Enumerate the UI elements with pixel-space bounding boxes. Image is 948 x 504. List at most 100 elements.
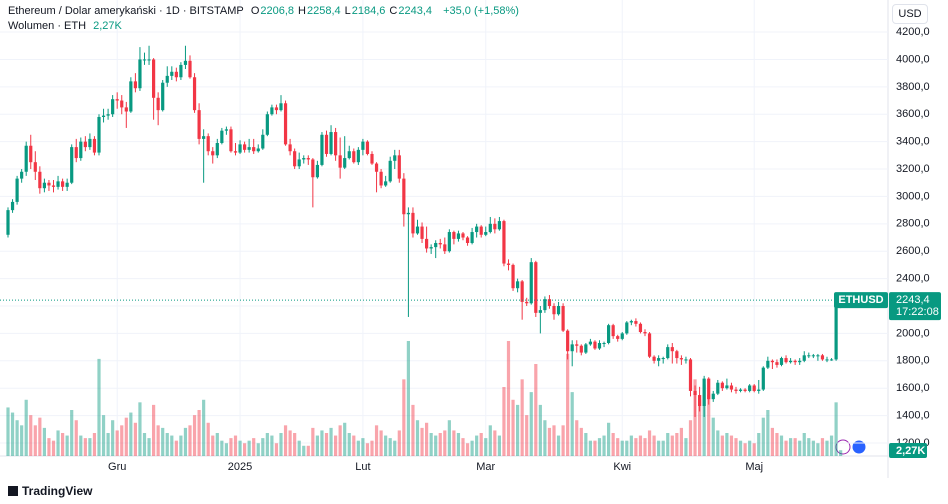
volume-bar	[443, 430, 447, 456]
candle-body	[620, 333, 624, 339]
candle-body	[33, 162, 37, 172]
volume-bar	[101, 415, 106, 456]
volume-bar	[543, 420, 547, 456]
volume-bar	[470, 440, 474, 456]
volume-bar	[534, 364, 538, 456]
candle-body	[434, 242, 438, 248]
candle-body	[693, 390, 697, 396]
y-tick-label: 3800,0	[896, 81, 930, 93]
volume-bar	[106, 433, 110, 456]
volume-bar	[575, 420, 579, 456]
candle-body	[293, 151, 297, 167]
candle-body	[729, 385, 734, 390]
candle-body	[547, 299, 552, 307]
y-tick-label: 4200,0	[896, 26, 930, 38]
volume-bar	[74, 420, 78, 456]
volume-bar	[179, 435, 183, 456]
volume-bar	[97, 358, 101, 456]
volume-bar	[811, 440, 815, 456]
volume-bar	[293, 433, 297, 456]
y-tick-label: 2000,0	[896, 327, 930, 339]
volume-tag: 2,27K	[896, 445, 925, 457]
volume-bar	[33, 425, 37, 456]
candle-body	[625, 322, 629, 334]
candle-body	[388, 160, 392, 182]
ohlc-value: 2206,8	[260, 5, 295, 17]
volume-bar	[552, 425, 556, 456]
candle-body	[138, 59, 142, 89]
volume-bar	[652, 435, 656, 456]
ohlc: O2206,8 H2258,4 L2184,6 C2243,4	[251, 5, 436, 17]
volume-bar	[306, 445, 310, 456]
volume-bar	[315, 435, 319, 456]
volume-bar	[475, 435, 479, 456]
candle-body	[538, 310, 542, 313]
candle-body	[415, 226, 420, 234]
candle-body	[343, 158, 347, 168]
ohlc-value: 2243,4	[398, 5, 433, 17]
volume-bar	[743, 443, 747, 456]
volume-bar	[789, 438, 793, 456]
candle-body	[270, 107, 274, 115]
volume-bar	[684, 438, 688, 456]
volume-bar	[816, 443, 820, 456]
currency-button[interactable]: USD	[892, 4, 928, 24]
ohlc-value: 2258,4	[306, 5, 341, 17]
candle-body	[147, 59, 151, 61]
volume-bar	[766, 410, 770, 456]
volume-bar	[51, 440, 56, 456]
volume-tag-bg	[889, 443, 927, 458]
candle-body	[657, 358, 661, 361]
volume-bar	[270, 435, 274, 456]
candle-body	[534, 262, 538, 313]
symbol-title: Ethereum / Dolar amerykański · 1D · BITS…	[8, 5, 244, 17]
tv-logo	[8, 486, 18, 496]
volume-bar	[670, 435, 674, 456]
candle-body	[38, 171, 42, 189]
volume-bar	[411, 404, 415, 456]
candle-body	[707, 378, 711, 400]
volume-bar	[465, 443, 470, 456]
volume-bar	[566, 353, 570, 456]
y-tick-label: 3000,0	[896, 190, 930, 202]
candle-body	[197, 110, 201, 139]
volume-bar	[361, 438, 365, 456]
candle-body	[506, 263, 511, 265]
volume-bar	[215, 433, 219, 456]
candle-body	[488, 223, 492, 233]
volume-bar	[133, 422, 137, 456]
candle-body	[638, 323, 643, 333]
candle-body	[766, 360, 770, 368]
volume-bar	[511, 399, 515, 456]
volume-bar	[488, 425, 492, 456]
candle-body	[74, 147, 78, 159]
candle-body	[834, 304, 838, 360]
volume-bar	[261, 438, 265, 456]
candle-body	[811, 355, 815, 357]
candle-body	[793, 360, 797, 363]
volume-bar	[538, 404, 542, 456]
candle-body	[479, 226, 483, 235]
candle-body	[597, 342, 602, 349]
volume-bar	[525, 415, 529, 456]
candle-body	[511, 264, 515, 289]
candle-body	[634, 321, 638, 324]
volume-bar	[720, 435, 724, 456]
candle-body	[593, 341, 597, 349]
volume-bar	[775, 433, 779, 456]
volume-bar	[497, 435, 501, 456]
volume-bar	[29, 415, 33, 456]
candle-body	[406, 212, 410, 215]
price-tag-bg	[889, 292, 941, 321]
volume-bar	[666, 433, 670, 456]
volume-bar	[729, 435, 734, 456]
candle-body	[170, 71, 174, 76]
volume-bar	[211, 435, 215, 456]
volume-bar	[679, 427, 683, 456]
candle-body	[306, 158, 310, 160]
volume-bar	[347, 433, 351, 456]
legend-main: Ethereum / Dolar amerykański · 1D · BITS…	[8, 5, 523, 17]
volume-bar	[825, 440, 829, 456]
candle-body	[288, 144, 292, 152]
volume-bar	[42, 427, 46, 456]
